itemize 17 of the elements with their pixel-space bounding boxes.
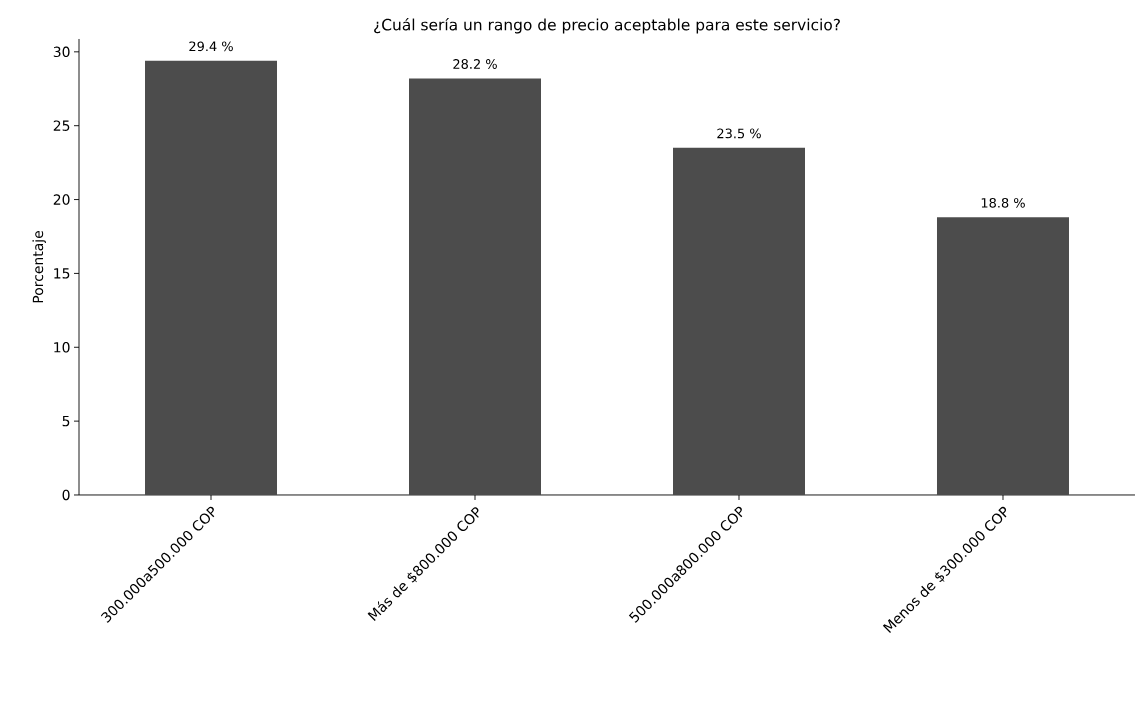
data-label: 28.2 % <box>453 59 497 69</box>
y-tick-label: 10 <box>54 341 70 353</box>
y-tick-label: 20 <box>53 194 70 205</box>
bar <box>409 78 541 495</box>
data-label: 18.8 % <box>981 197 1025 208</box>
bar <box>673 147 805 495</box>
bar <box>145 60 278 495</box>
data-label: 29.4 % <box>189 41 233 52</box>
data-label: 23.5 % <box>717 128 761 139</box>
y-tick-label: 30 <box>53 46 70 58</box>
y-tick-label: 15 <box>54 268 70 279</box>
y-tick-label: 0 <box>62 489 70 501</box>
chart-title: ¿Cuál sería un rango de precio aceptable para este servicio? <box>374 17 840 34</box>
y-tick-label: 25 <box>53 120 70 131</box>
bar <box>936 217 1069 495</box>
y-tick-label: 5 <box>62 415 70 427</box>
y-axis-title: Porcentaje <box>32 230 46 303</box>
